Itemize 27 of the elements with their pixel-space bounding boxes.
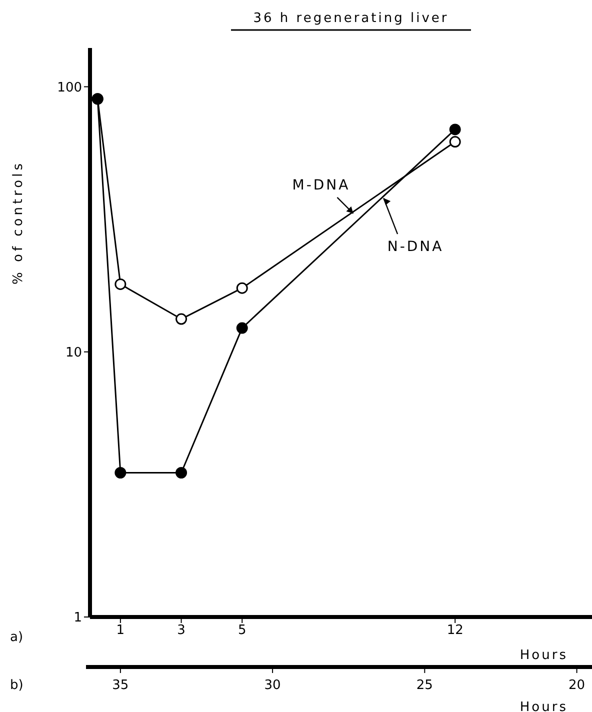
y-tick-label: 100 [57,80,82,96]
point [114,278,126,290]
text: N-DNA [387,239,444,256]
y-tick-label: 10 [65,345,82,360]
point [176,313,188,325]
point [449,124,461,136]
x2-tick-label: 20 [568,678,586,693]
x-axis-title: Hours [520,648,568,663]
point [236,322,248,334]
text: b) [10,678,24,693]
y-tick-label: 1 [74,610,82,626]
chart-title: 36 h regenerating liver [253,11,449,26]
x2-axis-title: Hours [520,700,568,712]
y-axis-title: % of controls [11,160,26,284]
text: a) [10,630,24,645]
point [114,467,126,478]
point [236,282,248,294]
x2-tick-label: 25 [416,678,433,693]
x-tick-label: 3 [177,623,186,638]
point [449,136,461,148]
x2-tick-label: 35 [112,678,129,693]
x-tick-label: 12 [446,623,464,638]
point [176,467,188,478]
x-tick-label: 1 [116,623,125,638]
x2-tick-label: 30 [264,678,281,693]
series-label: M-DNA [292,177,350,194]
x-tick-label: 5 [238,623,246,638]
